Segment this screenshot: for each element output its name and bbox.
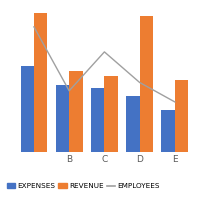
Bar [175, 80, 188, 152]
Bar [126, 96, 140, 152]
Bar [161, 110, 175, 152]
Bar [104, 76, 118, 152]
Bar [140, 16, 153, 152]
Bar [91, 88, 104, 152]
Bar [69, 71, 83, 152]
Bar [21, 66, 34, 152]
Bar [56, 85, 69, 152]
Bar [34, 13, 47, 152]
Legend: EXPENSES, REVENUE, EMPLOYEES: EXPENSES, REVENUE, EMPLOYEES [4, 180, 163, 192]
